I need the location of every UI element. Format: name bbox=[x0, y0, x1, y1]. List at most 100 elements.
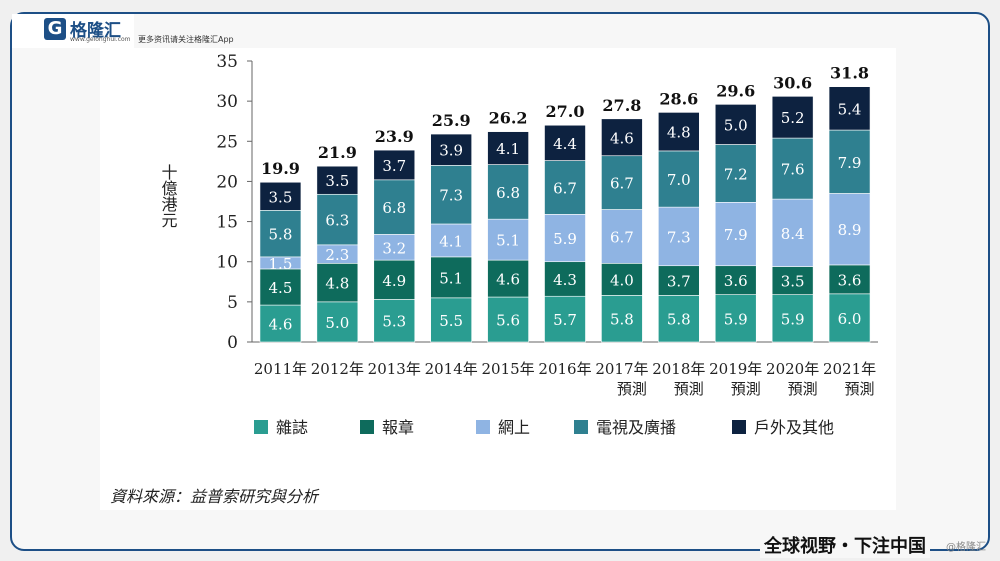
data-label: 3.7 bbox=[667, 273, 691, 291]
data-label: 6.3 bbox=[325, 212, 349, 230]
data-label: 5.7 bbox=[553, 311, 577, 329]
x-tick-label: 2021年 bbox=[823, 360, 876, 378]
data-label: 6.7 bbox=[610, 175, 634, 193]
data-label: 4.0 bbox=[610, 271, 634, 289]
total-label: 26.2 bbox=[489, 109, 528, 128]
x-tick-label: 預測 bbox=[788, 380, 818, 398]
legend-swatch bbox=[574, 420, 588, 434]
data-label: 6.8 bbox=[382, 199, 406, 217]
data-label: 7.6 bbox=[781, 161, 805, 179]
data-label: 4.6 bbox=[269, 316, 293, 334]
data-label: 3.5 bbox=[781, 273, 805, 291]
data-label: 4.1 bbox=[496, 140, 520, 158]
x-tick-label: 2014年 bbox=[425, 360, 478, 378]
footer-slogan: 全球视野・下注中国 bbox=[760, 532, 930, 558]
bar-segment bbox=[259, 268, 302, 306]
legend-swatch bbox=[732, 420, 746, 434]
bar-segment bbox=[259, 304, 302, 343]
x-tick-label: 預測 bbox=[617, 380, 647, 398]
total-label: 19.9 bbox=[261, 159, 300, 178]
y-tick-label: 20 bbox=[216, 172, 238, 192]
bar-segment bbox=[544, 295, 586, 343]
bar-segment bbox=[544, 261, 586, 297]
bar-segment bbox=[430, 297, 472, 343]
legend-label: 電視及廣播 bbox=[596, 418, 676, 437]
x-tick-label: 2013年 bbox=[368, 360, 421, 378]
data-label: 7.2 bbox=[724, 165, 748, 183]
bar-segment bbox=[544, 214, 586, 263]
data-label: 6.7 bbox=[610, 228, 634, 246]
y-tick-label: 15 bbox=[216, 213, 238, 233]
data-label: 4.6 bbox=[610, 129, 634, 147]
data-label: 4.9 bbox=[382, 272, 406, 290]
bar-segment bbox=[714, 104, 757, 145]
bar-segment bbox=[771, 294, 814, 343]
y-tick-label: 25 bbox=[216, 132, 238, 152]
data-label: 5.2 bbox=[781, 109, 805, 127]
x-tick-label: 2020年 bbox=[766, 360, 819, 378]
bar-segment bbox=[828, 129, 871, 194]
bar-segment bbox=[430, 133, 472, 166]
data-label: 5.9 bbox=[781, 310, 805, 328]
bar-segment bbox=[714, 294, 757, 343]
bar-segment bbox=[373, 234, 416, 261]
x-tick-label: 2018年 bbox=[652, 360, 705, 378]
legend-label: 網上 bbox=[498, 418, 530, 437]
data-label: 5.6 bbox=[496, 312, 520, 330]
bar-segment bbox=[259, 210, 302, 258]
source-note: 資料來源：益普索研究與分析 bbox=[110, 487, 319, 506]
bar-segment bbox=[601, 118, 643, 157]
data-label: 3.9 bbox=[439, 142, 463, 160]
bar-segment bbox=[601, 295, 643, 343]
brand-slogan: 更多资讯请关注格隆汇App bbox=[138, 35, 234, 44]
total-label: 30.6 bbox=[773, 73, 812, 92]
data-label: 5.3 bbox=[382, 313, 406, 331]
x-tick-label: 2017年 bbox=[595, 360, 648, 378]
bar-segment bbox=[430, 256, 472, 299]
bar-segment bbox=[316, 165, 359, 195]
total-label: 23.9 bbox=[375, 127, 414, 146]
bar-segment bbox=[430, 223, 472, 258]
x-tick-label: 2019年 bbox=[709, 360, 762, 378]
bar-segment bbox=[487, 164, 529, 220]
data-label: 7.9 bbox=[838, 154, 862, 172]
data-label: 5.8 bbox=[610, 311, 634, 329]
total-label: 29.6 bbox=[716, 81, 755, 100]
bar-segment bbox=[430, 165, 472, 225]
data-label: 8.4 bbox=[781, 225, 805, 243]
data-label: 7.3 bbox=[667, 228, 691, 246]
data-label: 1.5 bbox=[269, 255, 293, 273]
data-label: 5.8 bbox=[269, 226, 293, 244]
legend-swatch bbox=[476, 420, 490, 434]
data-label: 5.9 bbox=[724, 310, 748, 328]
total-label: 27.0 bbox=[546, 102, 585, 121]
bar-segment bbox=[373, 149, 416, 181]
total-label: 31.8 bbox=[830, 64, 869, 83]
x-tick-label: 預測 bbox=[731, 380, 761, 398]
footer-watermark: @格隆汇 bbox=[946, 542, 986, 553]
bar-segment bbox=[316, 193, 359, 246]
bar-segment bbox=[828, 86, 871, 131]
legend-swatch bbox=[360, 420, 374, 434]
bar-segment bbox=[828, 264, 871, 295]
y-tick-label: 0 bbox=[227, 333, 238, 353]
x-tick-label: 2011年 bbox=[254, 360, 307, 378]
bar-segment bbox=[487, 259, 529, 298]
legend-label: 雜誌 bbox=[276, 418, 308, 437]
total-label: 27.8 bbox=[602, 96, 641, 115]
total-label: 25.9 bbox=[432, 111, 471, 130]
data-label: 4.6 bbox=[496, 271, 520, 289]
bar-segment bbox=[373, 299, 416, 343]
data-label: 3.6 bbox=[838, 271, 862, 289]
legend-swatch bbox=[254, 420, 268, 434]
data-label: 3.2 bbox=[382, 239, 406, 257]
x-tick-label: 2012年 bbox=[311, 360, 364, 378]
data-label: 4.1 bbox=[439, 232, 463, 250]
data-label: 5.0 bbox=[325, 314, 349, 332]
data-label: 3.5 bbox=[325, 172, 349, 190]
data-label: 2.3 bbox=[325, 246, 349, 264]
bar-segment bbox=[714, 202, 757, 267]
data-label: 4.4 bbox=[553, 135, 577, 153]
bar-segment bbox=[771, 198, 814, 267]
